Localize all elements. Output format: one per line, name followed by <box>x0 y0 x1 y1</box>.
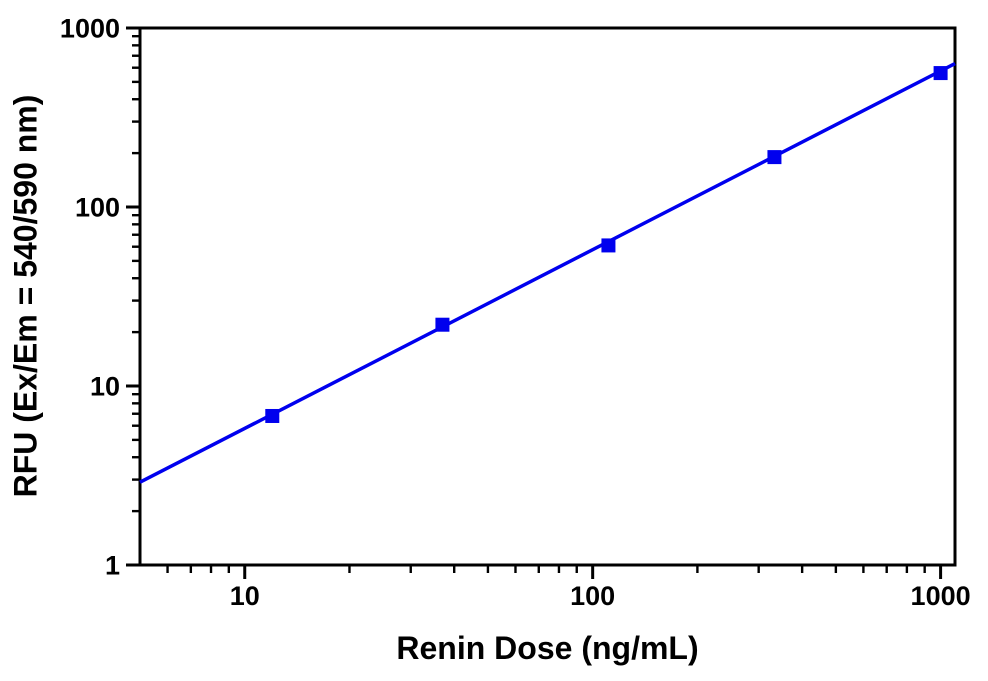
y-tick-label: 100 <box>75 193 120 223</box>
data-point <box>435 317 450 332</box>
x-tick-label: 100 <box>570 581 615 611</box>
y-tick-label: 1000 <box>60 14 120 44</box>
data-point <box>933 66 948 81</box>
x-tick-label: 10 <box>230 581 260 611</box>
trend-line <box>139 61 956 484</box>
y-tick-label: 10 <box>90 372 120 402</box>
data-series <box>265 66 948 423</box>
data-point <box>601 238 616 253</box>
y-axis: 1 10 100 1000 <box>60 14 139 581</box>
x-tick-label: 1000 <box>911 581 971 611</box>
data-point <box>767 150 782 165</box>
plot-border <box>138 26 957 567</box>
x-axis-title: Renin Dose (ng/mL) <box>396 630 699 666</box>
data-point <box>265 408 280 423</box>
x-axis: 10 100 1000 <box>166 566 971 611</box>
y-axis-title: RFU (Ex/Em = 540/590 nm) <box>7 94 44 498</box>
y-tick-label: 1 <box>105 551 120 581</box>
